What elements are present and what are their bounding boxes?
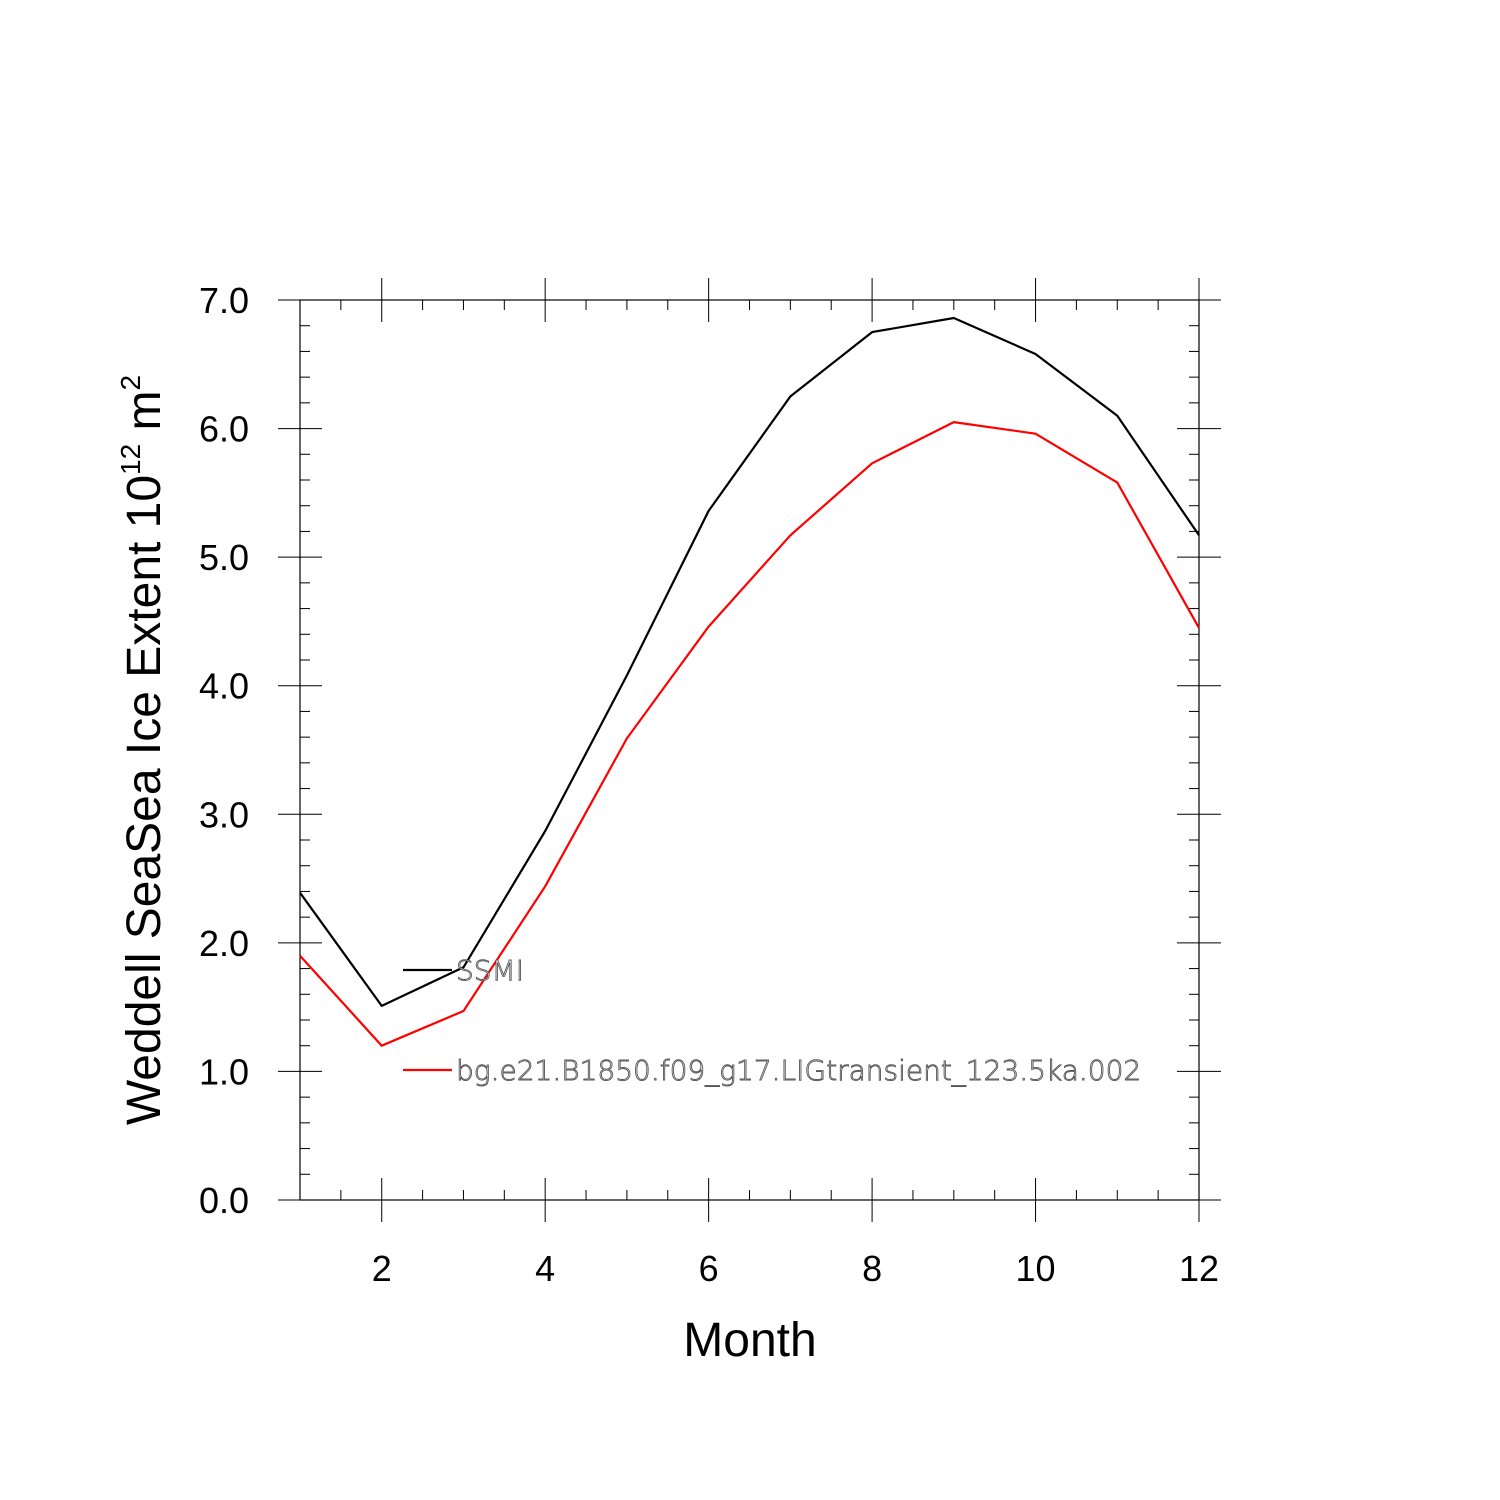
- y-axis-title-main: Weddell SeaSea Ice Extent 10: [118, 475, 171, 1125]
- y-axis-title-exponent: 12: [115, 444, 146, 475]
- y-tick-label: 2.0: [199, 923, 249, 964]
- legend-label: SSMI: [456, 954, 524, 987]
- x-tick-label: 2: [372, 1248, 392, 1289]
- axes: 2 4 6 8 10 12 0.0 1.0 2.0 3.0 4.0 5.0 6.0 7.0: [199, 278, 1221, 1289]
- x-tick-label: 12: [1179, 1248, 1219, 1289]
- y-tick-label: 0.0: [199, 1180, 249, 1221]
- y-tick-label: 5.0: [199, 537, 249, 578]
- y-tick-label: 7.0: [199, 280, 249, 321]
- y-axis-title-unit-exponent: 2: [115, 375, 146, 391]
- x-tick-label: 4: [535, 1248, 555, 1289]
- x-tick-label: 6: [699, 1248, 719, 1289]
- y-tick-label: 3.0: [199, 794, 249, 835]
- x-tick-label: 10: [1016, 1248, 1056, 1289]
- plot-series: [299, 316, 1200, 1047]
- x-axis-title: Month: [683, 1314, 816, 1367]
- y-tick-label: 1.0: [199, 1051, 249, 1092]
- y-axis-title-unit: m: [118, 390, 171, 443]
- y-tick-label: 6.0: [199, 409, 249, 450]
- y-axis-title: Weddell SeaSea Ice Extent 1012 m2: [115, 375, 171, 1125]
- legend: SSMI bg.e21.B1850.f09_g17.LIGtransient_12…: [403, 954, 1142, 1088]
- series-line-model: [299, 421, 1200, 1047]
- series-line-ssmi: [299, 316, 1200, 1008]
- legend-label: bg.e21.B1850.f09_g17.LIGtransient_123.5k…: [456, 1054, 1141, 1088]
- y-tick-label: 4.0: [199, 666, 249, 707]
- x-tick-label: 8: [862, 1248, 882, 1289]
